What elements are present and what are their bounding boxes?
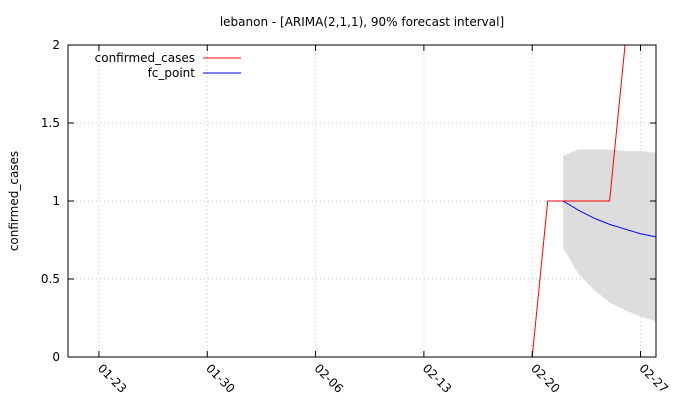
y-tick-label: 0.5 [41, 272, 60, 286]
axis-ticks [68, 44, 656, 358]
series-line-fc_point [562, 200, 656, 238]
y-tick-label: 0 [52, 350, 60, 364]
x-tick-label: 02-20 [528, 361, 563, 396]
y-tick-label: 2 [52, 38, 60, 52]
x-tick-label: 02-06 [311, 361, 346, 396]
x-tick-label: 02-27 [636, 361, 671, 396]
x-tick-label: 01-23 [95, 361, 130, 396]
chart-title: lebanon - [ARIMA(2,1,1), 90% forecast in… [220, 15, 504, 29]
x-tick-label: 01-30 [203, 361, 238, 396]
y-tick-label: 1.5 [41, 116, 60, 130]
forecast-interval-area [563, 149, 656, 322]
legend-label: fc_point [148, 66, 196, 80]
forecast-interval-band [563, 149, 656, 322]
series-line-confirmed_cases [531, 45, 626, 357]
y-tick-label: 1 [52, 194, 60, 208]
x-tick-label: 02-13 [420, 361, 455, 396]
y-axis-label: confirmed_cases [7, 151, 21, 251]
series-lines [531, 45, 656, 357]
legend-label: confirmed_cases [95, 51, 195, 65]
